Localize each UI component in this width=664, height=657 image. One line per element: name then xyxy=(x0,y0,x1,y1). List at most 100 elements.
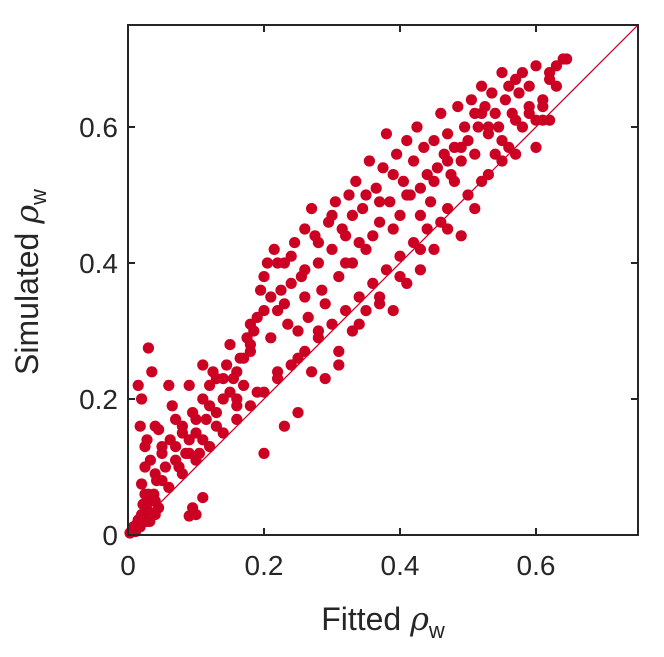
data-point xyxy=(374,196,386,208)
data-point xyxy=(401,135,413,147)
data-point xyxy=(428,243,440,255)
y-axis-label-subscript: w xyxy=(26,189,51,206)
data-point xyxy=(516,121,529,133)
data-point xyxy=(435,216,447,228)
data-point xyxy=(346,257,358,269)
data-point xyxy=(210,407,222,419)
data-point xyxy=(496,135,508,147)
data-point xyxy=(377,162,389,174)
data-point xyxy=(289,237,301,249)
tick-layer: 0 0.2 0.4 0.6 0 0.2 0.4 0.6 xyxy=(79,25,638,581)
data-point xyxy=(278,298,290,310)
data-point xyxy=(523,101,535,113)
data-point xyxy=(231,413,243,425)
data-point xyxy=(414,182,426,194)
data-point xyxy=(523,80,535,92)
data-point xyxy=(326,318,338,330)
data-point xyxy=(149,420,161,432)
data-point xyxy=(442,155,454,167)
data-point xyxy=(414,243,426,255)
data-point xyxy=(537,101,549,113)
data-point xyxy=(414,209,426,221)
data-point xyxy=(299,345,311,357)
data-point xyxy=(421,223,433,235)
data-point xyxy=(272,305,284,317)
data-point xyxy=(326,209,338,221)
data-point xyxy=(299,223,311,235)
data-point xyxy=(136,478,148,490)
data-point xyxy=(136,393,148,405)
data-point xyxy=(442,223,454,235)
data-point xyxy=(374,216,386,228)
x-tick-label: 0.4 xyxy=(381,550,420,581)
data-point xyxy=(425,196,437,208)
data-point xyxy=(397,175,409,187)
data-point xyxy=(476,80,488,92)
data-point xyxy=(346,209,358,221)
data-point xyxy=(166,400,178,412)
y-tick-label: 0 xyxy=(102,520,118,551)
x-tick-label: 0.2 xyxy=(245,550,284,581)
data-point xyxy=(360,243,372,255)
y-axis-label: Simulated ρw xyxy=(8,189,51,375)
data-point xyxy=(530,60,542,72)
data-point xyxy=(360,189,372,201)
data-point xyxy=(394,209,406,221)
data-point xyxy=(244,339,256,351)
data-point xyxy=(387,223,399,235)
data-point xyxy=(503,141,515,153)
x-tick-label: 0 xyxy=(120,550,136,581)
data-point xyxy=(493,121,505,133)
data-point xyxy=(278,420,290,432)
data-point xyxy=(204,400,216,412)
data-point xyxy=(465,94,477,106)
data-point xyxy=(380,264,392,276)
data-point xyxy=(292,407,304,419)
data-point xyxy=(509,73,522,85)
data-point xyxy=(503,80,515,92)
data-point xyxy=(387,305,399,317)
data-point xyxy=(163,481,175,493)
data-point xyxy=(299,291,311,303)
data-point xyxy=(350,175,362,187)
data-point xyxy=(144,454,156,466)
data-point xyxy=(204,379,216,391)
data-point xyxy=(183,434,195,446)
data-point xyxy=(462,135,474,147)
data-point xyxy=(455,230,467,242)
y-axis-label-symbol: ρ xyxy=(8,205,46,225)
data-point xyxy=(163,379,175,391)
data-point xyxy=(353,237,365,249)
data-point xyxy=(414,264,426,276)
data-point xyxy=(550,80,563,92)
data-point xyxy=(134,420,146,432)
data-point xyxy=(312,237,324,249)
data-point xyxy=(333,271,345,283)
data-point xyxy=(489,148,501,160)
y-tick-label: 0.4 xyxy=(79,248,118,279)
data-point xyxy=(217,427,229,439)
data-point xyxy=(221,359,233,371)
data-point xyxy=(244,318,256,330)
data-point xyxy=(141,434,153,446)
data-point xyxy=(380,128,392,140)
y-tick-label: 0.6 xyxy=(79,112,118,143)
data-point xyxy=(421,169,433,181)
data-point xyxy=(197,492,209,504)
data-point xyxy=(285,250,297,262)
data-point xyxy=(272,257,284,269)
data-point xyxy=(275,284,287,296)
data-point xyxy=(544,67,556,79)
data-point xyxy=(469,203,481,215)
data-point xyxy=(292,352,304,364)
data-point xyxy=(285,359,297,371)
data-point xyxy=(394,250,406,262)
data-point xyxy=(176,468,188,480)
data-point xyxy=(408,155,420,167)
data-point xyxy=(224,339,236,351)
data-point xyxy=(387,169,399,181)
data-point xyxy=(550,60,563,72)
data-point xyxy=(197,393,209,405)
data-point xyxy=(183,447,195,459)
